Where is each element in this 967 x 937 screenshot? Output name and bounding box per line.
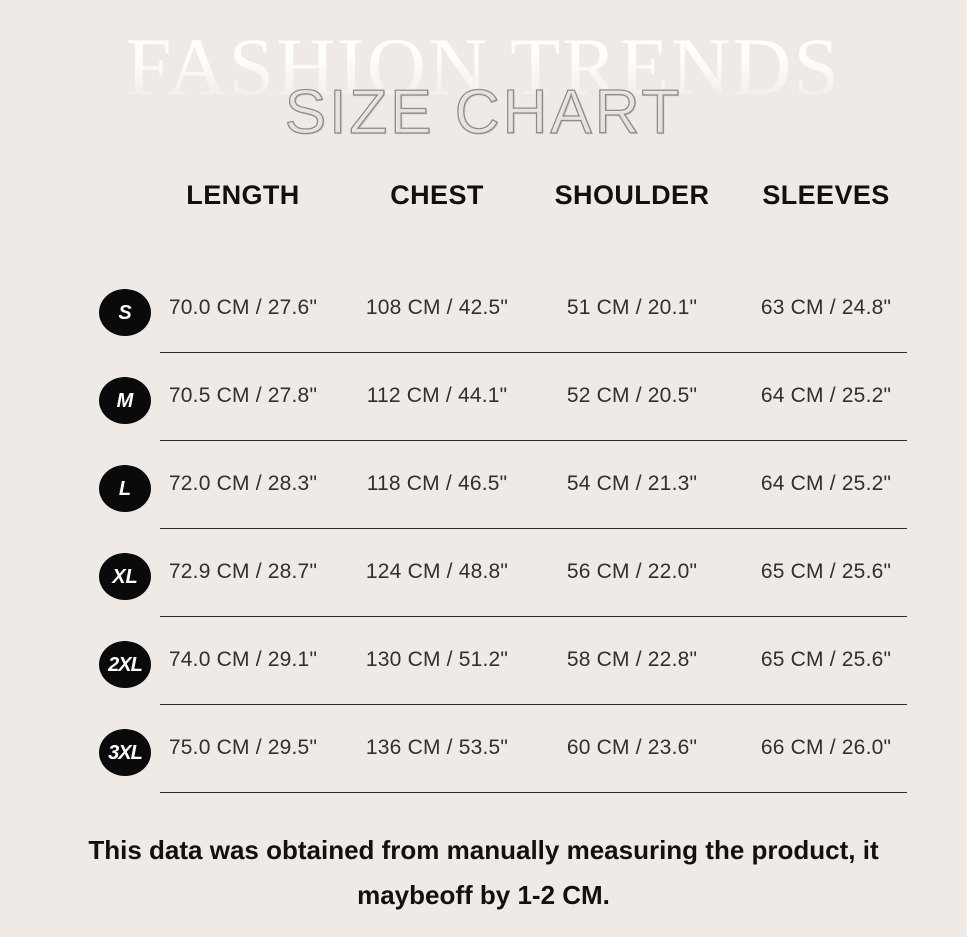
cell-s-sleeves: 63 CM / 24.8"	[760, 296, 892, 319]
table-row: 2XL 74.0 CM / 29.1" 130 CM / 51.2" 58 CM / …	[0, 631, 967, 719]
cell-s-shoulder: 51 CM / 20.1"	[566, 296, 698, 319]
cell-2xl-chest: 130 CM / 51.2"	[365, 648, 509, 671]
table-column-headers: LENGTH CHEST SHOULDER SLEEVES	[0, 180, 967, 242]
table-row: L 72.0 CM / 28.3" 118 CM / 46.5" 54 CM / 21…	[0, 455, 967, 543]
measurement-disclaimer: This data was obtained from manually mea…	[88, 835, 879, 910]
cell-l-chest: 118 CM / 46.5"	[366, 472, 508, 495]
table-row: XL 72.9 CM / 28.7" 124 CM / 48.8" 56 CM / 2…	[0, 543, 967, 631]
size-badge-xl: XL	[99, 553, 151, 600]
row-divider	[160, 792, 907, 793]
cell-m-chest: 112 CM / 44.1"	[366, 384, 508, 407]
row-divider	[160, 704, 907, 705]
cell-l-shoulder: 54 CM / 21.3"	[566, 472, 698, 495]
row-divider	[160, 352, 907, 353]
cell-s-chest: 108 CM / 42.5"	[365, 296, 509, 319]
cell-xl-length: 72.9 CM / 28.7"	[168, 560, 318, 583]
table-row: 3XL 75.0 CM / 29.5" 136 CM / 53.5" 60 CM / …	[0, 719, 967, 807]
size-badge-2xl: 2XL	[99, 641, 151, 688]
table-row: S 70.0 CM / 27.6" 108 CM / 42.5" 51 CM / 20…	[0, 279, 967, 367]
cell-2xl-sleeves: 65 CM / 25.6"	[760, 648, 892, 671]
size-badge-s: S	[99, 289, 151, 336]
header-area: FASHION TRENDS SIZE CHART	[0, 0, 967, 175]
cell-2xl-shoulder: 58 CM / 22.8"	[566, 648, 698, 671]
size-badge-m: M	[99, 377, 151, 424]
fashion-trends-watermark: FASHION TRENDS	[125, 21, 842, 112]
size-table: LENGTH CHEST SHOULDER SLEEVES S 70.0 CM / 27…	[0, 180, 967, 807]
cell-xl-chest: 124 CM / 48.8"	[365, 560, 509, 583]
row-divider	[160, 616, 907, 617]
column-header-sleeves: SLEEVES	[762, 180, 890, 210]
table-row: M 70.5 CM / 27.8" 112 CM / 44.1" 52 CM / 20…	[0, 367, 967, 455]
size-badge-l: L	[99, 465, 151, 512]
column-header-shoulder: SHOULDER	[554, 180, 710, 210]
cell-3xl-sleeves: 66 CM / 26.0"	[760, 736, 892, 759]
cell-3xl-shoulder: 60 CM / 23.6"	[566, 736, 698, 759]
row-divider	[160, 440, 907, 441]
cell-xl-shoulder: 56 CM / 22.0"	[566, 560, 698, 583]
cell-l-length: 72.0 CM / 28.3"	[168, 472, 318, 495]
column-header-chest: CHEST	[390, 180, 484, 210]
table-rows: S 70.0 CM / 27.6" 108 CM / 42.5" 51 CM / 20…	[0, 279, 967, 807]
column-header-length: LENGTH	[186, 180, 300, 210]
cell-m-shoulder: 52 CM / 20.5"	[566, 384, 698, 407]
cell-m-sleeves: 64 CM / 25.2"	[760, 384, 892, 407]
cell-3xl-chest: 136 CM / 53.5"	[365, 736, 509, 759]
page-title: SIZE CHART	[284, 78, 683, 147]
cell-m-length: 70.5 CM / 27.8"	[168, 384, 318, 407]
cell-xl-sleeves: 65 CM / 25.6"	[760, 560, 892, 583]
cell-2xl-length: 74.0 CM / 29.1"	[168, 648, 318, 671]
size-badge-3xl: 3XL	[99, 729, 151, 776]
cell-l-sleeves: 64 CM / 25.2"	[760, 472, 892, 495]
cell-s-length: 70.0 CM / 27.6"	[168, 296, 318, 319]
cell-3xl-length: 75.0 CM / 29.5"	[168, 736, 318, 759]
row-divider	[160, 528, 907, 529]
